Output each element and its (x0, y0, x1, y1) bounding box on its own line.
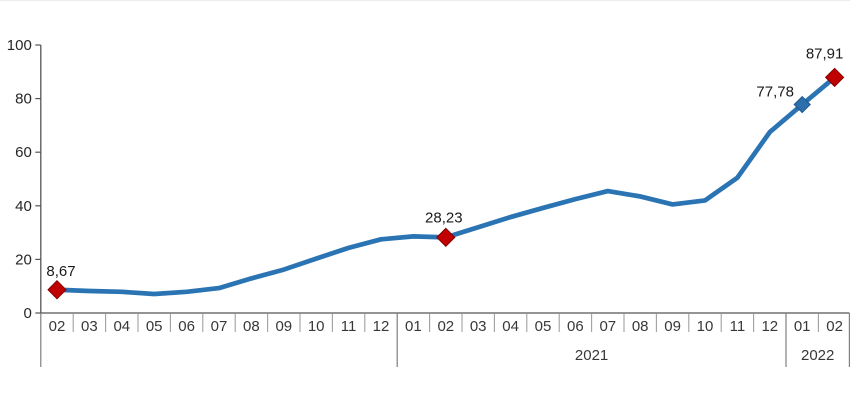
month-label: 06 (567, 318, 584, 335)
month-label: 05 (146, 318, 163, 335)
month-label: 08 (243, 318, 260, 335)
month-label: 07 (599, 318, 616, 335)
month-label: 12 (761, 318, 778, 335)
month-label: 08 (632, 318, 649, 335)
month-label: 02 (49, 318, 66, 335)
month-label: 04 (502, 318, 519, 335)
month-label: 06 (178, 318, 195, 335)
month-label: 11 (341, 318, 357, 335)
year-label: 2021 (575, 347, 608, 364)
month-label: 01 (794, 318, 811, 335)
data-point-label: 8,67 (46, 263, 75, 280)
month-label: 11 (730, 318, 746, 335)
y-axis-tick-label: 60 (15, 144, 32, 161)
month-label: 12 (373, 318, 390, 335)
blue-diamond-marker (793, 95, 811, 114)
red-diamond-marker (436, 227, 456, 248)
month-label: 03 (81, 318, 98, 335)
red-diamond-marker (824, 67, 845, 88)
month-label: 10 (697, 318, 714, 335)
month-label: 09 (664, 318, 681, 335)
data-point-label: 28,23 (425, 209, 463, 226)
y-axis-tick-label: 0 (23, 305, 31, 322)
data-point-label: 77,78 (756, 84, 794, 101)
month-label: 02 (826, 318, 843, 335)
data-point-label: 87,91 (806, 45, 844, 62)
y-axis-tick-label: 20 (15, 251, 32, 268)
y-axis-tick-label: 80 (15, 91, 32, 108)
data-line-series (54, 75, 837, 297)
red-diamond-marker (47, 280, 67, 300)
month-label: 03 (470, 318, 487, 335)
y-axis-tick-label: 40 (15, 198, 32, 215)
month-label: 09 (275, 318, 292, 335)
month-label: 02 (437, 318, 454, 335)
year-label: 2022 (801, 347, 834, 364)
y-axis-tick-label: 100 (7, 37, 32, 54)
month-label: 04 (113, 318, 130, 335)
month-label: 10 (308, 318, 325, 335)
month-label: 07 (211, 318, 228, 335)
month-label: 01 (405, 318, 422, 335)
month-label: 05 (535, 318, 552, 335)
